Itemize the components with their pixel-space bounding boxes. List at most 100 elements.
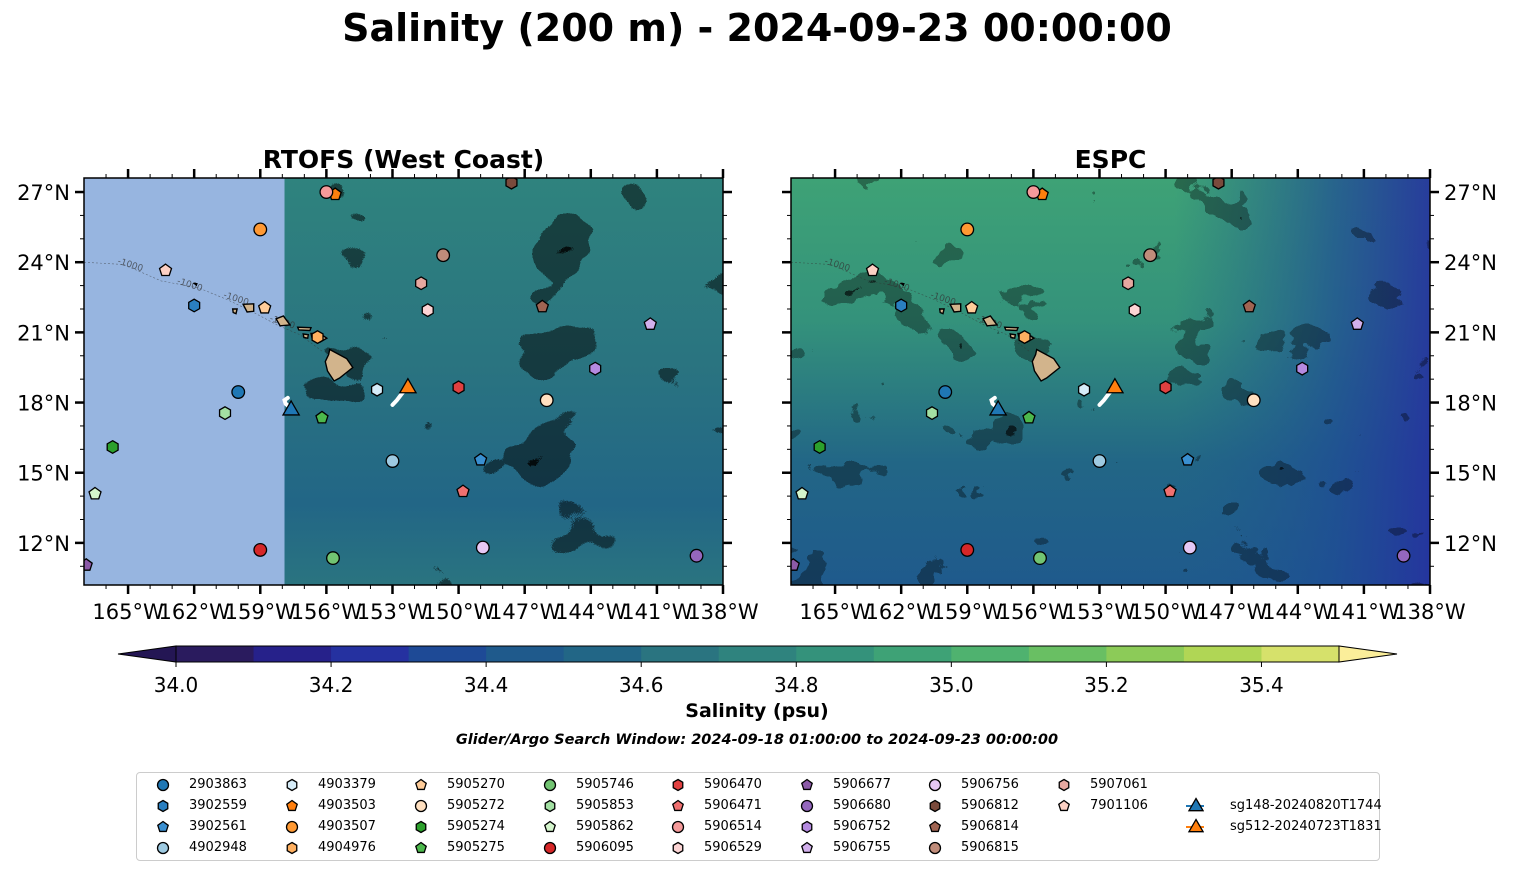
colorbar-tick-label: 34.2 <box>309 673 354 697</box>
legend-marker-icon <box>1187 818 1204 833</box>
legend-label: sg512-20240723T1831 <box>1230 819 1382 834</box>
float-marker-3902561 <box>1180 452 1195 466</box>
lon-tick-label: 150°W <box>423 600 495 624</box>
legend-marker-icon <box>415 778 427 791</box>
colorbar-tick-label: 35.4 <box>1239 673 1284 697</box>
panel-title: ESPC <box>1075 145 1147 174</box>
salinity-field: -1000-1000-1000-1000 <box>791 178 1430 585</box>
float-marker-2903863 <box>938 385 953 399</box>
lat-tick-label: 15°N <box>17 462 70 486</box>
legend-marker-icon <box>801 841 813 854</box>
legend: 2903863 3902559 3902561 4902948 4903379 49035… <box>136 772 1382 861</box>
legend-marker-icon <box>543 778 557 792</box>
legend-label: 4904976 <box>318 840 376 855</box>
colorbar-bin <box>641 646 720 662</box>
legend-marker-icon <box>286 841 298 855</box>
legend-marker-icon <box>156 778 170 792</box>
legend-label: 4903503 <box>318 798 376 813</box>
float-marker-4903379 <box>1077 382 1091 397</box>
legend-label: 5906755 <box>833 840 891 855</box>
float-marker-5906812 <box>505 178 518 190</box>
colorbar-tick-label: 34.8 <box>774 673 819 697</box>
legend-label: 3902561 <box>189 819 247 834</box>
legend-marker-icon <box>671 820 685 834</box>
lon-tick-label: 153°W <box>1064 600 1136 624</box>
legend-marker-icon <box>672 778 684 792</box>
legend-label: 5905853 <box>576 798 634 813</box>
float-marker-5907061 <box>415 276 428 291</box>
legend-label: 3902559 <box>189 798 247 813</box>
float-marker-5905270 <box>257 300 272 314</box>
legend-marker-icon <box>285 820 299 834</box>
legend-label: 5906756 <box>961 777 1019 792</box>
lat-tick-label: 12°N <box>17 532 70 556</box>
float-marker-5906470 <box>452 380 465 395</box>
glider-marker-sg148-20240820T1744 <box>281 399 301 416</box>
legend-label: 5905862 <box>576 819 634 834</box>
float-marker-5906814 <box>1242 299 1257 313</box>
float-marker-5906752 <box>1296 361 1309 376</box>
colorbar-bin <box>1028 646 1107 662</box>
float-marker-4903379 <box>370 382 384 397</box>
lon-tick-label: 159°W <box>225 600 297 624</box>
float-marker-5905853 <box>925 406 939 421</box>
colorbar-label: Salinity (psu) <box>685 700 829 722</box>
float-marker-5906756 <box>475 540 490 555</box>
legend-label: 5906752 <box>833 819 891 834</box>
legend-label: 5905274 <box>447 819 505 834</box>
lon-tick-label: 156°W <box>291 600 363 624</box>
lon-tick-label: 156°W <box>998 600 1070 624</box>
island-kauai <box>948 303 962 313</box>
float-marker-3902561 <box>473 452 488 466</box>
float-marker-4902948 <box>385 454 400 468</box>
legend-marker-icon <box>928 778 942 792</box>
lon-tick-label: 153°W <box>357 600 429 624</box>
island-hawaii <box>324 348 354 382</box>
float-marker-5905275 <box>1022 410 1036 424</box>
legend-label: 5906815 <box>961 840 1019 855</box>
legend-marker-icon <box>157 820 169 833</box>
lat-tick-label: 18°N <box>17 392 70 416</box>
island-hawaii <box>1031 348 1061 382</box>
glider-marker-sg512-20240723T1831 <box>398 377 418 394</box>
legend-marker-icon <box>543 841 557 855</box>
island-oahu <box>982 315 999 327</box>
lon-tick-label: 159°W <box>932 600 1004 624</box>
lon-tick-label: 162°W <box>865 600 937 624</box>
colorbar-bin <box>176 646 255 662</box>
legend-marker-icon <box>1187 797 1204 812</box>
lon-tick-label: 162°W <box>158 600 230 624</box>
legend-label: 7901106 <box>1090 798 1148 813</box>
legend-marker-icon <box>415 841 427 854</box>
panel-title: RTOFS (West Coast) <box>263 145 544 174</box>
legend-marker-icon <box>801 778 813 791</box>
colorbar-bin <box>796 646 875 662</box>
colorbar-bin <box>718 646 797 662</box>
float-marker-5905746 <box>326 551 340 566</box>
island-nihoa <box>192 283 198 287</box>
island-molokai <box>1003 326 1020 332</box>
bathymetry-contour <box>84 261 323 352</box>
float-marker-5906680 <box>689 548 704 563</box>
colorbar-bin <box>331 646 410 662</box>
legend-label: 5907061 <box>1090 777 1148 792</box>
float-marker-4903507 <box>253 222 268 237</box>
lon-tick-label: 138°W <box>687 600 759 624</box>
glider-marker-sg512-20240723T1831 <box>1105 377 1125 394</box>
island-oahu <box>275 315 292 327</box>
bathymetry-contour <box>791 261 1030 352</box>
float-marker-5906815 <box>436 248 451 263</box>
float-marker-5906814 <box>535 299 550 313</box>
lat-tick-label: 27°N <box>17 181 70 205</box>
rtofs-map-panel: -1000-1000-1000-1000 RTOFS (West Coast) 16… <box>17 145 759 624</box>
legend-label: 4902948 <box>189 840 247 855</box>
legend-marker-icon <box>544 820 556 833</box>
colorbar-tick-label: 34.6 <box>619 673 664 697</box>
search-window-note: Glider/Argo Search Window: 2024-09-18 01… <box>455 732 1059 748</box>
colorbar-tick-label: 34.0 <box>154 673 199 697</box>
legend-label: 5905270 <box>447 777 505 792</box>
map-frame <box>83 177 724 586</box>
island-lanai <box>1009 333 1017 340</box>
colorbar-bin <box>563 646 642 662</box>
legend-marker-icon <box>1058 799 1070 812</box>
